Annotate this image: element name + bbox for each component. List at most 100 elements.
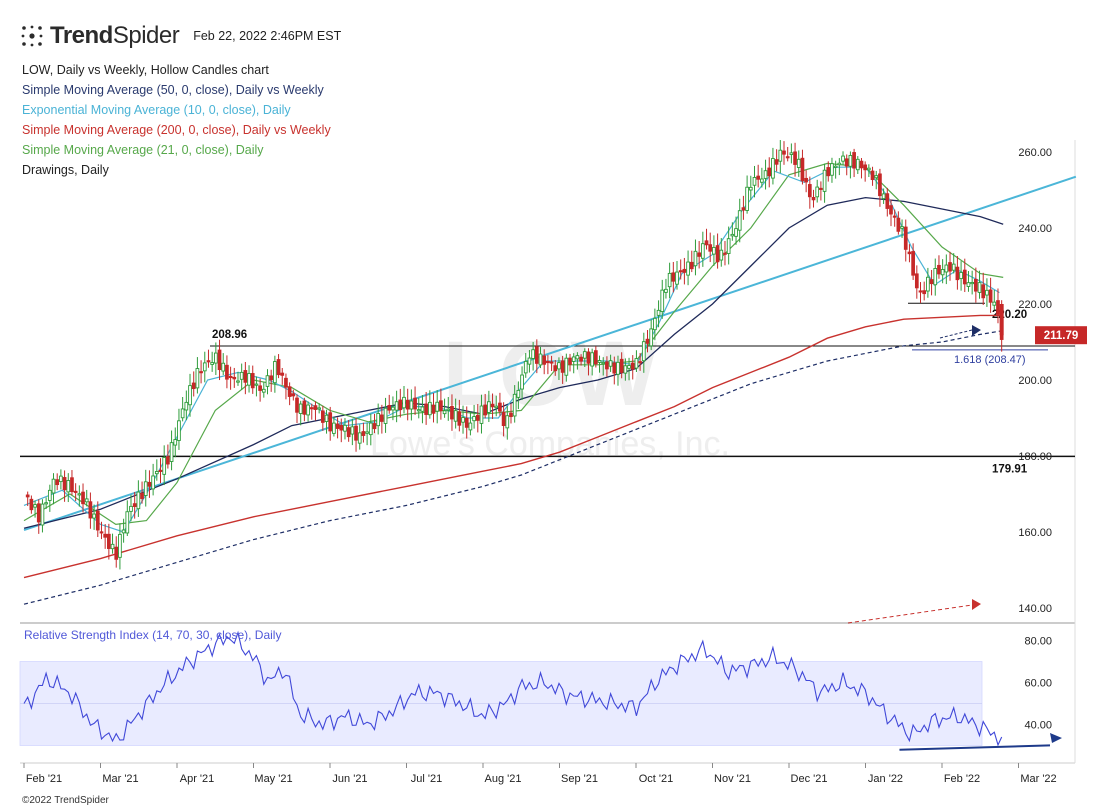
x-tick-label: Nov '21 bbox=[714, 773, 751, 785]
candle-body bbox=[612, 362, 617, 374]
candle-body bbox=[490, 403, 495, 408]
candle-body bbox=[184, 401, 189, 411]
y-tick-label: 160.00 bbox=[1018, 527, 1052, 539]
candle-body bbox=[487, 401, 491, 413]
candle-body bbox=[830, 163, 834, 176]
candle-body bbox=[225, 364, 229, 380]
candle-body bbox=[623, 365, 628, 374]
candle-body bbox=[77, 493, 82, 496]
candle-body bbox=[29, 498, 34, 511]
candle-body bbox=[483, 404, 488, 416]
candle-body bbox=[202, 362, 207, 372]
candle-body bbox=[107, 533, 111, 549]
candle-body bbox=[125, 511, 130, 534]
candle-body bbox=[796, 158, 801, 168]
candle-body bbox=[114, 546, 119, 560]
candle-body bbox=[649, 328, 654, 347]
candle-body bbox=[413, 397, 417, 410]
candle-body bbox=[678, 270, 683, 273]
candle-body bbox=[903, 226, 908, 250]
x-tick-label: Jan '22 bbox=[868, 773, 903, 785]
candle-body bbox=[44, 502, 48, 505]
candle-body bbox=[439, 400, 443, 412]
legend-entry[interactable]: Exponential Moving Average (10, 0, close… bbox=[22, 103, 291, 117]
candle-body bbox=[313, 405, 318, 410]
candle-body bbox=[881, 193, 886, 200]
x-tick-label: Feb '21 bbox=[26, 773, 62, 785]
candle-body bbox=[269, 375, 274, 381]
legend-entry[interactable]: Simple Moving Average (21, 0, close), Da… bbox=[22, 143, 264, 157]
candle-body bbox=[47, 489, 52, 501]
candle-body bbox=[955, 266, 960, 281]
candle-body bbox=[247, 373, 251, 386]
candle-body bbox=[92, 513, 96, 519]
candle-body bbox=[785, 156, 790, 159]
candle-body bbox=[431, 404, 436, 414]
brand-name: TrendSpider bbox=[50, 22, 180, 49]
candle-body bbox=[154, 471, 159, 475]
candle-body bbox=[892, 215, 897, 218]
candle-body bbox=[948, 262, 952, 272]
rsi-tick-label: 80.00 bbox=[1024, 636, 1052, 648]
candle-body bbox=[800, 157, 805, 182]
axis-labels: 140.00 160.00 180.00 200.00 220.00 240.00 260.… bbox=[23, 147, 1087, 785]
candle-body bbox=[55, 479, 60, 486]
candle-body bbox=[852, 152, 856, 169]
candle-body bbox=[188, 385, 192, 406]
candle-body bbox=[671, 272, 676, 282]
candle-body bbox=[84, 498, 89, 503]
candle-body bbox=[859, 160, 864, 169]
candle-body bbox=[250, 373, 255, 389]
candle-body bbox=[616, 361, 620, 375]
candle-body bbox=[298, 403, 303, 414]
candle-body bbox=[291, 393, 296, 397]
candle-body bbox=[819, 187, 823, 190]
candle-body bbox=[394, 401, 399, 411]
candle-body bbox=[258, 385, 262, 391]
timestamp: Feb 22, 2022 2:46PM EST bbox=[193, 29, 342, 43]
candle-body bbox=[287, 386, 292, 397]
candle-body bbox=[213, 352, 218, 364]
legend-entry[interactable]: Simple Moving Average (50, 0, close), Da… bbox=[22, 83, 324, 97]
candle-body bbox=[686, 261, 690, 276]
candle-body bbox=[863, 164, 868, 171]
candle-body bbox=[36, 503, 41, 523]
candle-body bbox=[638, 361, 642, 364]
fib-label: 1.618 (208.47) bbox=[954, 354, 1026, 366]
candle-body bbox=[933, 268, 938, 286]
y-tick-label: 140.00 bbox=[1018, 603, 1052, 615]
candle-body bbox=[748, 186, 753, 191]
candle-body bbox=[833, 165, 838, 168]
y-tick-label: 220.00 bbox=[1018, 299, 1052, 311]
candle-body bbox=[966, 282, 971, 287]
x-tick-label: Dec '21 bbox=[791, 773, 828, 785]
candle-body bbox=[940, 269, 945, 276]
candle-body bbox=[372, 423, 377, 430]
candle-body bbox=[844, 158, 849, 167]
candle-body bbox=[239, 371, 244, 380]
candle-body bbox=[999, 304, 1004, 336]
candle-body bbox=[261, 388, 266, 393]
candle-body bbox=[745, 186, 749, 211]
projection-arrowhead bbox=[972, 599, 981, 610]
candle-body bbox=[280, 372, 285, 376]
x-tick-label: Mar '21 bbox=[102, 773, 138, 785]
candle-body bbox=[173, 439, 178, 446]
header: TrendSpider Feb 22, 2022 2:46PM EST bbox=[20, 18, 341, 54]
candle-body bbox=[782, 150, 786, 155]
candle-body bbox=[494, 405, 499, 409]
level-label-179: 179.91 bbox=[992, 463, 1028, 475]
candle-body bbox=[405, 399, 410, 410]
candle-body bbox=[564, 357, 569, 376]
candle-body bbox=[99, 531, 104, 534]
legend-entry[interactable]: Drawings, Daily bbox=[22, 163, 109, 177]
candle-body bbox=[140, 492, 144, 499]
legend-entry[interactable]: LOW, Daily vs Weekly, Hollow Candles cha… bbox=[22, 63, 269, 77]
candle-body bbox=[276, 359, 281, 376]
legend-entry[interactable]: Simple Moving Average (200, 0, close), D… bbox=[22, 123, 331, 137]
candle-body bbox=[409, 400, 414, 410]
candle-body bbox=[346, 427, 351, 438]
x-tick-label: Mar '22 bbox=[1020, 773, 1056, 785]
